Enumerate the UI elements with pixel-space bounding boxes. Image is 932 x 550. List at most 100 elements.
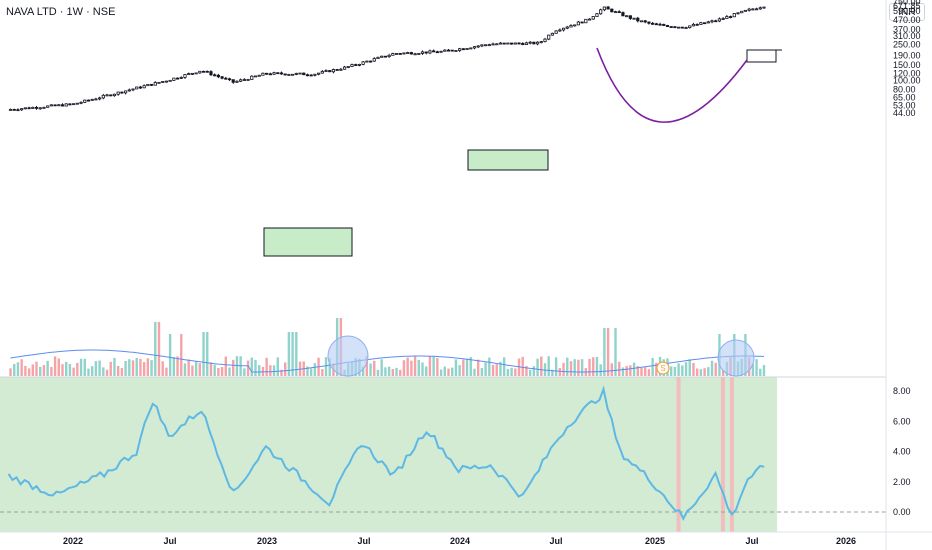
candle (383, 55, 387, 58)
volume-bar (721, 369, 725, 376)
chart-title: NAVA LTD · 1W · NSE (6, 6, 116, 18)
volume-bar (87, 368, 90, 376)
price-tick-label: 190.00 (893, 50, 921, 60)
volume-bar (621, 367, 625, 376)
volume-bar (762, 365, 766, 376)
volume-bar (269, 365, 272, 376)
volume-bar (154, 322, 157, 376)
candle (294, 72, 298, 76)
volume-bar (161, 361, 164, 376)
candle (101, 93, 105, 100)
candle (677, 26, 681, 29)
volume-bar (150, 360, 153, 376)
volume-bar (577, 359, 580, 376)
candle (31, 106, 35, 109)
volume-bar (759, 368, 762, 376)
volume-bar (187, 359, 190, 376)
currency-badge[interactable]: INR (889, 3, 925, 21)
volume-bar (9, 368, 12, 376)
volume-bar (484, 362, 487, 376)
candle (231, 79, 235, 84)
candle (762, 6, 766, 9)
candle (569, 24, 573, 28)
volume-bar (131, 360, 135, 376)
candle (320, 69, 324, 74)
candle (458, 47, 462, 52)
candle (172, 77, 176, 81)
volume-bar (116, 365, 120, 376)
volume-bar (432, 356, 435, 376)
volume-bar (128, 359, 131, 376)
time-tick-label: 2023 (257, 536, 277, 546)
price-tick-label: 470.00 (893, 15, 921, 25)
candle (602, 6, 606, 12)
candle (428, 49, 432, 55)
volume-bar (202, 332, 205, 376)
volume-bar (291, 332, 294, 376)
candle (547, 34, 551, 41)
candle (357, 63, 362, 67)
volume-bar (506, 369, 510, 376)
candle (86, 99, 91, 102)
candle (691, 22, 696, 27)
volume-bar (280, 369, 283, 376)
candle (38, 107, 42, 110)
candle (57, 104, 61, 107)
candle (521, 42, 525, 46)
candle (83, 99, 87, 104)
volume-bar (42, 365, 46, 376)
volume-bar (94, 361, 98, 376)
candle (12, 108, 16, 111)
volume-bar (287, 332, 291, 376)
candle (253, 75, 258, 78)
volume-bar (688, 359, 691, 376)
candle (183, 74, 187, 79)
volume-bar (176, 356, 179, 376)
candle (135, 86, 139, 90)
volume-bar (476, 359, 480, 376)
volume-bar (20, 359, 23, 376)
volume-bar (254, 359, 257, 376)
candle (175, 77, 180, 80)
price-tick-label: 310.00 (893, 31, 921, 41)
volume-bar (135, 358, 138, 376)
volume-bar (751, 363, 755, 376)
candle (751, 8, 755, 11)
volume-bar (109, 361, 112, 376)
volume-bar (220, 367, 224, 376)
volume-bar (172, 356, 176, 376)
volume-bar (510, 367, 513, 376)
candle (443, 49, 447, 52)
volume-bar (61, 364, 64, 376)
volume-bar (547, 356, 550, 376)
candle (424, 51, 428, 55)
candle (669, 26, 673, 28)
volume-bar (413, 356, 417, 376)
base-box-2024 (467, 149, 549, 171)
volume-bar (276, 357, 279, 376)
candle (610, 8, 614, 13)
candle (42, 106, 46, 109)
volume-bar (491, 364, 495, 376)
volume-bar (213, 364, 216, 376)
volume-bar (647, 369, 651, 376)
volume-bar (13, 363, 16, 376)
candle (576, 20, 580, 26)
candle (550, 32, 555, 36)
candle (469, 47, 473, 50)
volume-bar (428, 356, 432, 376)
volume-bar (406, 357, 409, 376)
volume-bars (9, 318, 766, 376)
volume-bar (157, 322, 161, 376)
candle (643, 19, 647, 24)
volume-bar (436, 358, 439, 376)
volume-bar (580, 359, 584, 376)
volume-highlight-2025 (717, 339, 755, 377)
volume-bar (714, 362, 717, 376)
candle (149, 83, 154, 87)
candle (446, 49, 451, 52)
volume-bar (610, 363, 614, 376)
candle (758, 6, 762, 10)
candle (409, 51, 413, 55)
